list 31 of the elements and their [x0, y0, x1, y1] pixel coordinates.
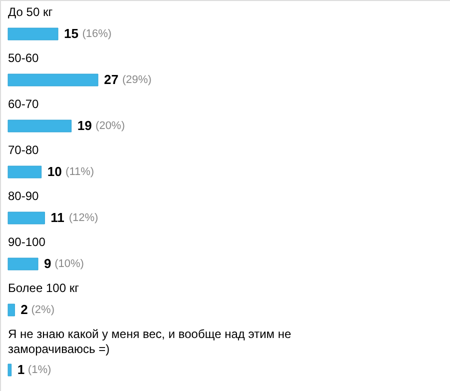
y-tick-label: 90-100 — [8, 235, 46, 249]
bar — [8, 258, 38, 270]
data-label: 19 — [77, 118, 92, 133]
data-label: 9 — [44, 256, 52, 271]
data-label: 10 — [47, 164, 62, 179]
annotation: (1%) — [28, 364, 52, 376]
bar — [8, 304, 15, 316]
y-tick-label: Более 100 кг — [8, 281, 80, 295]
annotation: (11%) — [66, 166, 94, 178]
annotation: (10%) — [54, 258, 84, 270]
y-tick-label: 80-90 — [8, 189, 40, 203]
data-label: 2 — [20, 302, 28, 317]
bar — [8, 28, 58, 40]
bar — [8, 120, 72, 132]
y-tick-label: До 50 кг — [8, 5, 54, 19]
annotation: (2%) — [31, 304, 54, 316]
bar — [8, 74, 98, 86]
bar — [8, 212, 45, 224]
data-label: 11 — [50, 210, 64, 225]
text: (29%) — [122, 74, 152, 86]
annotation: (20%) — [96, 120, 125, 132]
data-label: 1 — [17, 362, 25, 377]
y-tick-label: Я не знаю какой у меня вес, и вообще над этим не заморачиваюсь =) — [8, 327, 292, 356]
y-tick-label: 50-60 — [8, 51, 40, 65]
data-label: 27 — [104, 72, 118, 87]
data-label: 15 — [64, 26, 78, 41]
bar — [8, 166, 42, 178]
y-tick-label: 70-80 — [8, 143, 40, 157]
annotation: (12%) — [68, 212, 98, 224]
y-tick-label: 60-70 — [8, 97, 40, 111]
annotation: (16%) — [82, 28, 112, 40]
